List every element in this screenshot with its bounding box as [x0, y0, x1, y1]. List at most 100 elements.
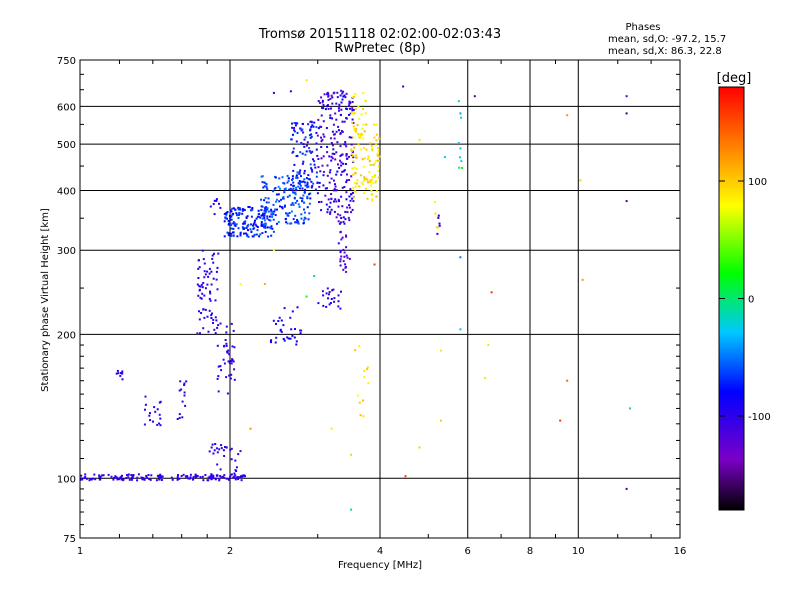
- data-point: [230, 360, 233, 363]
- data-point: [354, 131, 357, 134]
- data-point: [201, 249, 204, 252]
- data-point: [350, 111, 353, 114]
- data-point: [121, 370, 124, 373]
- data-point: [231, 213, 234, 216]
- data-point: [301, 128, 304, 131]
- data-point: [228, 362, 231, 365]
- data-point: [282, 197, 285, 200]
- data-point: [275, 322, 277, 325]
- data-point: [418, 446, 421, 449]
- data-point: [315, 131, 318, 134]
- data-point: [207, 275, 210, 278]
- stats-o-line: mean, sd,O: -97.2, 15.7: [608, 34, 726, 45]
- data-point: [274, 341, 277, 344]
- data-point: [337, 163, 339, 166]
- data-point: [275, 200, 278, 203]
- data-point: [177, 474, 179, 476]
- data-point: [234, 469, 237, 472]
- data-point: [313, 121, 316, 124]
- data-point: [459, 112, 462, 115]
- data-point: [283, 182, 286, 185]
- data-point: [252, 227, 255, 230]
- data-point: [362, 415, 365, 418]
- data-point: [629, 407, 631, 410]
- data-point: [306, 185, 309, 188]
- data-point: [89, 478, 92, 480]
- data-point: [289, 90, 292, 93]
- data-point: [217, 365, 220, 368]
- data-point: [299, 332, 302, 335]
- data-point: [241, 209, 244, 212]
- data-point: [196, 283, 199, 286]
- data-point: [245, 227, 248, 229]
- data-point: [291, 177, 294, 180]
- data-point: [211, 254, 214, 257]
- data-point: [310, 167, 313, 170]
- data-point: [327, 297, 329, 300]
- data-point: [300, 175, 302, 178]
- y-tick-label: 75: [63, 534, 76, 545]
- data-point: [333, 210, 336, 213]
- data-point: [306, 186, 309, 189]
- data-point: [237, 478, 240, 481]
- data-point: [338, 105, 341, 108]
- data-point: [222, 358, 225, 361]
- data-point: [225, 331, 228, 334]
- data-point: [263, 283, 266, 285]
- data-point: [308, 147, 311, 150]
- data-point: [183, 382, 186, 385]
- data-point: [305, 144, 308, 147]
- data-point: [317, 166, 320, 169]
- data-point: [316, 134, 319, 137]
- data-point: [341, 153, 344, 156]
- data-point: [371, 178, 374, 181]
- data-point: [261, 181, 264, 184]
- data-point: [176, 475, 179, 478]
- data-point: [233, 368, 236, 371]
- data-point: [292, 184, 295, 187]
- data-point: [230, 362, 233, 365]
- data-point: [264, 230, 267, 233]
- data-point: [279, 205, 281, 208]
- data-point: [262, 215, 265, 218]
- y-tick-label: 500: [57, 140, 76, 151]
- data-point: [159, 473, 162, 476]
- data-point: [213, 199, 216, 202]
- data-point: [308, 178, 311, 181]
- data-point: [332, 123, 335, 126]
- data-point: [276, 208, 278, 211]
- data-point: [337, 242, 340, 245]
- data-point: [321, 164, 324, 167]
- data-point: [248, 206, 251, 209]
- data-point: [261, 205, 264, 208]
- data-point: [365, 187, 367, 190]
- data-point: [336, 91, 339, 94]
- data-point: [85, 477, 88, 480]
- data-point: [314, 188, 317, 191]
- data-point: [246, 215, 249, 218]
- data-point: [312, 125, 315, 128]
- data-point: [333, 300, 336, 303]
- data-point: [331, 102, 334, 105]
- data-point: [231, 345, 234, 348]
- data-point: [332, 148, 335, 151]
- data-point: [326, 208, 329, 211]
- data-point: [207, 479, 210, 482]
- data-point: [235, 223, 238, 226]
- data-point: [215, 270, 218, 273]
- data-point: [334, 158, 337, 161]
- data-point: [473, 95, 476, 98]
- data-point: [235, 476, 238, 479]
- data-point: [218, 448, 221, 451]
- data-point: [313, 275, 316, 277]
- data-point: [181, 416, 184, 419]
- data-point: [213, 449, 216, 452]
- data-point: [293, 122, 296, 124]
- data-point: [223, 474, 226, 477]
- data-point: [98, 478, 101, 481]
- data-point: [296, 199, 299, 202]
- data-point: [350, 143, 353, 146]
- data-point: [363, 130, 366, 133]
- data-point: [291, 179, 293, 181]
- data-point: [137, 473, 140, 476]
